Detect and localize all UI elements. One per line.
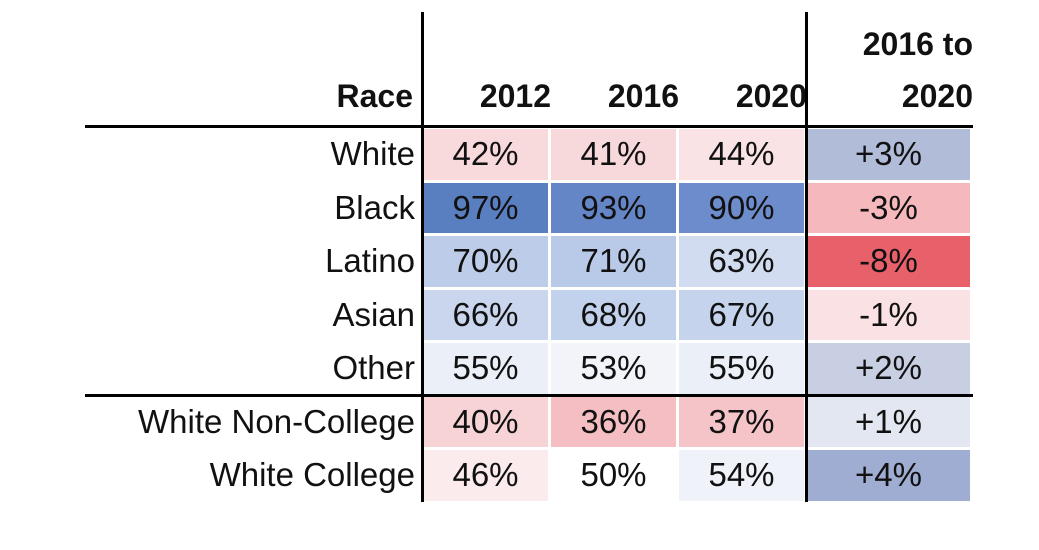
change-divider (805, 12, 808, 502)
value-cell: 44% (679, 129, 804, 180)
header-2016: 2016 (607, 78, 679, 114)
value-cell: 55% (679, 343, 804, 394)
value-cell: 37% (679, 396, 804, 447)
change-cell: -3% (807, 182, 970, 233)
value-cell: 41% (551, 129, 676, 180)
value-cell: 54% (679, 450, 804, 501)
race-vote-table: Race 2012 2016 2020 2016 to 2020 White 42… (85, 12, 973, 502)
row-label: Latino (85, 236, 423, 287)
value-cell: 42% (423, 129, 548, 180)
change-cell: +3% (807, 129, 970, 180)
change-cell: -1% (807, 289, 970, 340)
row-label: Asian (85, 289, 423, 340)
value-cell: 50% (551, 450, 676, 501)
header-2020: 2020 (735, 78, 807, 114)
label-divider (421, 12, 424, 502)
header-race: Race (336, 78, 414, 114)
value-cell: 36% (551, 396, 676, 447)
value-cell: 67% (679, 289, 804, 340)
value-cell: 53% (551, 343, 676, 394)
value-cell: 66% (423, 289, 548, 340)
row-label: White Non-College (85, 396, 423, 447)
value-cell: 68% (551, 289, 676, 340)
change-cell: +4% (807, 450, 970, 501)
row-label: White (85, 129, 423, 180)
row-label: White College (85, 450, 423, 501)
change-cell: +1% (807, 396, 970, 447)
value-cell: 93% (551, 182, 676, 233)
value-cell: 55% (423, 343, 548, 394)
header-change: 2016 to 2020 (862, 26, 973, 114)
row-label: Black (85, 182, 423, 233)
change-cell: +2% (807, 343, 970, 394)
value-cell: 70% (423, 236, 548, 287)
header-2012: 2012 (479, 78, 551, 114)
value-cell: 46% (423, 450, 548, 501)
value-cell: 40% (423, 396, 548, 447)
value-cell: 63% (679, 236, 804, 287)
value-cell: 90% (679, 182, 804, 233)
section-rule (85, 394, 973, 397)
header-rule (85, 125, 973, 128)
change-cell: -8% (807, 236, 970, 287)
value-cell: 71% (551, 236, 676, 287)
row-label: Other (85, 343, 423, 394)
value-cell: 97% (423, 182, 548, 233)
